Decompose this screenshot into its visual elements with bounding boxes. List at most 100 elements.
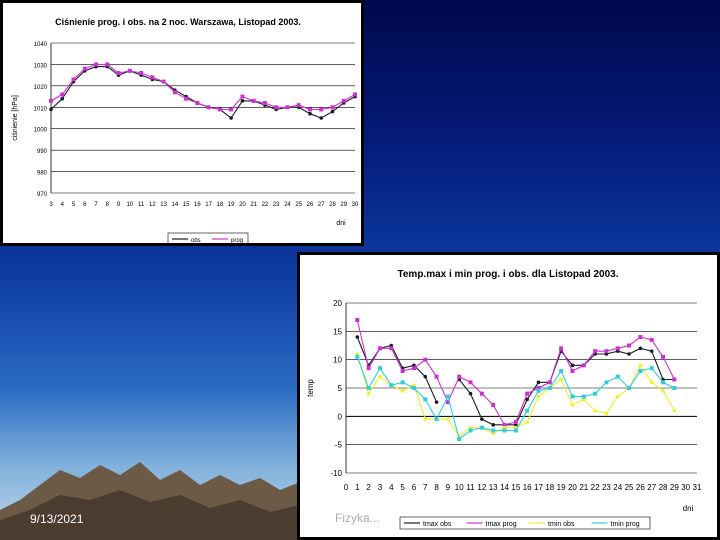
x-tick-label: 15	[183, 202, 190, 208]
x-tick-label: 19	[557, 483, 566, 492]
data-point	[457, 374, 462, 379]
x-tick-label: 4	[389, 483, 394, 492]
data-point	[547, 380, 552, 385]
x-tick-label: 12	[149, 202, 156, 208]
x-tick-label: 17	[205, 202, 212, 208]
data-point	[172, 90, 177, 95]
data-point	[593, 408, 597, 413]
data-point	[672, 377, 677, 382]
data-point	[491, 428, 496, 433]
data-point	[423, 417, 428, 421]
data-point	[378, 374, 382, 379]
data-point	[615, 394, 620, 399]
data-point	[330, 105, 335, 110]
x-tick-label: 14	[172, 202, 179, 208]
data-point	[274, 105, 279, 110]
data-point	[604, 411, 609, 416]
data-point	[341, 98, 346, 103]
x-tick-label: 25	[625, 483, 634, 492]
data-point	[49, 98, 53, 103]
y-tick-label: 970	[37, 192, 48, 198]
data-point	[82, 66, 87, 71]
y-tick-label: 10	[333, 356, 342, 365]
data-point	[627, 386, 632, 390]
x-tick-label: 15	[511, 483, 520, 492]
y-tick-label: 1000	[34, 128, 48, 134]
x-tick-label: 0	[344, 483, 349, 492]
x-tick-label: 22	[262, 202, 269, 208]
data-point	[400, 380, 405, 385]
x-tick-label: 10	[455, 483, 464, 492]
x-tick-label: 6	[412, 483, 417, 492]
data-point	[262, 101, 267, 105]
data-point	[457, 437, 462, 441]
x-tick-label: 9	[117, 202, 121, 208]
data-point	[285, 105, 290, 110]
x-tick-label: 24	[613, 483, 622, 492]
data-point	[536, 388, 541, 393]
x-tick-label: 12	[477, 483, 486, 492]
x-tick-label: 20	[568, 483, 577, 492]
data-point	[434, 400, 439, 404]
mountain-background	[0, 462, 300, 540]
data-point	[423, 357, 428, 362]
data-point	[411, 366, 416, 371]
data-point	[593, 349, 598, 354]
pressure-chart: Ciśnienie prog. i obs. na 2 noc. Warszaw…	[0, 0, 364, 246]
data-point	[502, 422, 507, 427]
x-tick-label: 2	[366, 483, 371, 492]
data-point	[661, 380, 666, 385]
legend-label: tmin obs	[548, 521, 575, 528]
data-point	[525, 397, 529, 402]
data-point	[479, 391, 484, 396]
data-point	[307, 107, 312, 112]
data-point	[559, 346, 564, 351]
data-point	[649, 337, 654, 342]
x-tick-label: 18	[545, 483, 554, 492]
y-tick-label: 5	[338, 384, 343, 393]
data-point	[536, 386, 541, 390]
data-point	[559, 377, 563, 382]
data-point	[60, 92, 65, 97]
data-point	[71, 77, 76, 82]
data-point	[353, 92, 357, 97]
data-point	[638, 346, 643, 351]
data-point	[355, 335, 360, 339]
x-tick-label: 5	[72, 202, 76, 208]
x-tick-label: 3	[378, 483, 383, 492]
legend-label: prog	[231, 238, 243, 243]
data-point	[49, 107, 53, 112]
data-point	[240, 99, 245, 103]
y-tick-label: 0	[338, 412, 343, 421]
data-point	[411, 386, 416, 390]
chart-title: Temp.max i min prog. i obs. dla Listopad…	[398, 269, 619, 280]
legend-label: tmax prog	[486, 521, 517, 528]
data-point	[536, 380, 541, 385]
data-point	[423, 397, 428, 402]
x-tick-label: 1	[355, 483, 360, 492]
data-point	[355, 318, 360, 322]
y-tick-label: 1010	[34, 106, 48, 112]
x-tick-label: 28	[329, 202, 336, 208]
data-point	[672, 386, 677, 390]
data-point	[604, 349, 609, 354]
x-tick-label: 30	[352, 202, 359, 208]
data-point	[229, 107, 234, 112]
data-point	[240, 94, 245, 99]
data-point	[513, 420, 518, 424]
data-point	[434, 374, 439, 379]
x-tick-label: 5	[400, 483, 405, 492]
x-tick-label: 11	[138, 202, 145, 208]
data-point	[377, 366, 382, 371]
x-tick-label: 7	[94, 202, 98, 208]
data-point	[423, 374, 428, 379]
x-tick-label: 27	[318, 202, 325, 208]
x-tick-label: 16	[194, 202, 201, 208]
temperature-chart: Temp.max i min prog. i obs. dla Listopad…	[297, 252, 720, 540]
data-point	[570, 369, 575, 373]
data-point	[127, 68, 132, 73]
chart-title: Ciśnienie prog. i obs. na 2 noc. Warszaw…	[55, 17, 301, 27]
x-tick-label: 22	[591, 483, 600, 492]
data-point	[638, 363, 643, 368]
data-point	[60, 96, 65, 101]
